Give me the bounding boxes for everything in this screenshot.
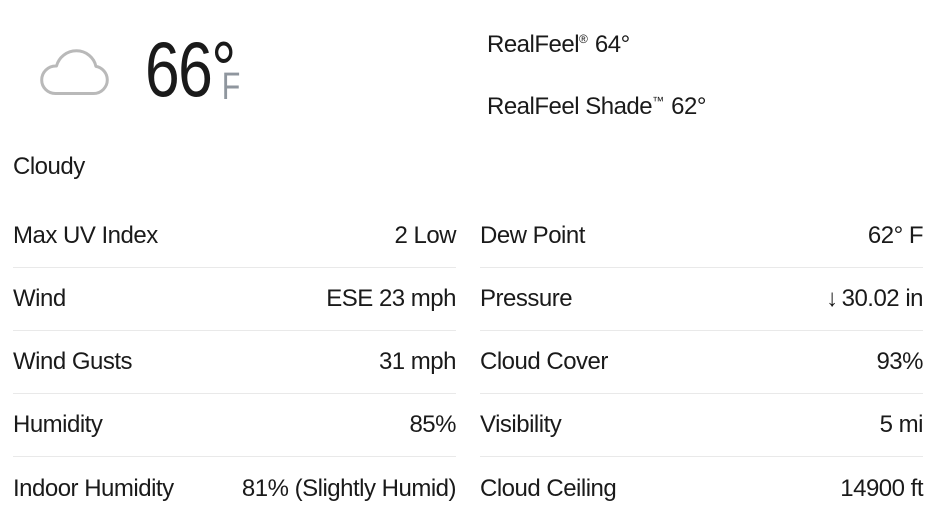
detail-row-cloud-cover: Cloud Cover 93% (480, 331, 923, 394)
realfeel-block: RealFeel® 64° RealFeel Shade™ 62° (487, 27, 706, 119)
detail-value-visibility: 5 mi (879, 411, 924, 438)
detail-value-wind-gusts: 31 mph (378, 348, 457, 375)
detail-row-dew-point: Dew Point 62° F (480, 205, 924, 268)
detail-label-dew-point: Dew Point (480, 222, 585, 249)
detail-row-wind: Wind ESE 23 mph (13, 268, 456, 331)
detail-label-cloud-cover: Cloud Cover (480, 348, 608, 375)
detail-value-indoor-humidity: 81% (Slightly Humid) (241, 474, 457, 502)
realfeel-shade-value: 62° (671, 93, 706, 120)
conditions-detail-table: Max UV Index 2 Low Wind ESE 23 mph Wind Gust… (13, 205, 924, 520)
detail-label-visibility: Visibility (480, 411, 562, 438)
detail-row-visibility: Visibility 5 mi (480, 394, 924, 457)
detail-value-pressure: ↓ 30.02 in (826, 285, 923, 312)
detail-value-dew-point: 62° F (867, 222, 924, 249)
detail-label-wind: Wind (13, 285, 66, 312)
details-left-column: Max UV Index 2 Low Wind ESE 23 mph Wind Gust… (13, 205, 457, 520)
temperature-value: 66° (145, 25, 236, 113)
detail-label-indoor-humidity: Indoor Humidity (13, 474, 174, 502)
realfeel-label: RealFeel (487, 31, 580, 58)
realfeel-value: 64° (594, 31, 630, 58)
detail-value-wind: ESE 23 mph (326, 285, 456, 312)
detail-row-wind-gusts: Wind Gusts 31 mph (13, 331, 457, 394)
detail-value-cloud-cover: 93% (876, 348, 923, 375)
detail-label-wind-gusts: Wind Gusts (13, 348, 133, 375)
detail-row-humidity: Humidity 85% (13, 394, 456, 457)
realfeel-shade-label: RealFeel Shade (487, 93, 653, 120)
cloudy-icon (40, 49, 109, 95)
detail-row-max-uv-index: Max UV Index 2 Low (13, 205, 456, 268)
realfeel-row: RealFeel® 64° (487, 27, 706, 57)
detail-label-pressure: Pressure (480, 285, 573, 312)
detail-label-humidity: Humidity (13, 411, 103, 438)
detail-row-pressure: Pressure ↓ 30.02 in (480, 268, 923, 331)
detail-label-cloud-ceiling: Cloud Ceiling (480, 474, 617, 502)
detail-value-max-uv-index: 2 Low (394, 222, 456, 249)
realfeel-shade-row: RealFeel Shade™ 62° (487, 89, 706, 119)
registered-mark: ® (579, 32, 588, 46)
trademark-mark: ™ (652, 94, 665, 108)
detail-row-cloud-ceiling: Cloud Ceiling 14900 ft (480, 457, 923, 520)
detail-value-humidity: 85% (409, 411, 456, 438)
weather-phrase: Cloudy (13, 153, 85, 180)
detail-value-cloud-ceiling: 14900 ft (840, 474, 923, 502)
temperature-unit: F (221, 66, 241, 108)
pressure-falling-arrow-icon: ↓ (826, 285, 838, 312)
details-right-column: Dew Point 62° F Pressure ↓ 30.02 in Cloud Cov… (480, 205, 924, 520)
detail-label-max-uv-index: Max UV Index (13, 222, 158, 249)
current-temperature: 66°F (145, 30, 241, 113)
current-conditions-header: 66°F RealFeel® 64° RealFeel Shade™ 62° (0, 0, 936, 130)
detail-row-indoor-humidity: Indoor Humidity 81% (Slightly Humid) (13, 457, 457, 520)
